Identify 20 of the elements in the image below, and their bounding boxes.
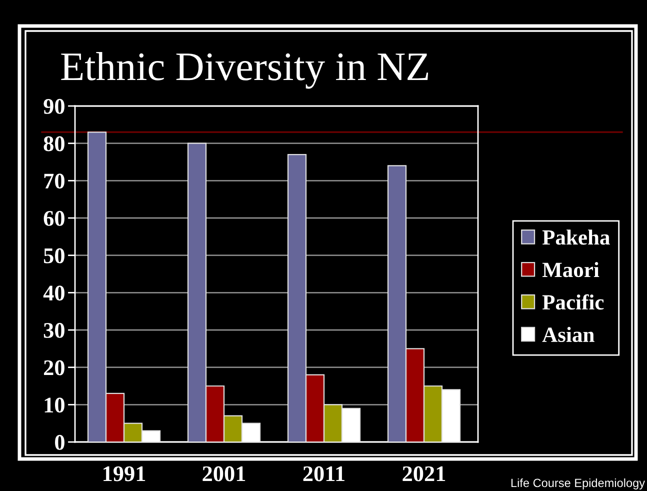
legend-label: Maori xyxy=(542,262,600,278)
chart-title: Ethnic Diversity in NZ xyxy=(61,52,428,89)
y-tick-label: 30 xyxy=(44,322,64,338)
y-tick-label: 90 xyxy=(44,98,64,114)
y-tick-label: 10 xyxy=(44,398,64,413)
y-tick-label: 50 xyxy=(44,248,64,264)
y-tick-label: 60 xyxy=(44,210,64,226)
text: Life Course Epidemiology xyxy=(511,478,645,490)
y-tick-label: 80 xyxy=(44,136,64,152)
legend-label: Asian xyxy=(542,326,594,342)
x-tick-label: 2011 xyxy=(303,466,344,482)
legend-label: Pacific xyxy=(542,294,604,310)
legend-label: Pakeha xyxy=(542,230,610,245)
x-tick-label: 2021 xyxy=(402,466,446,482)
y-tick-label: 20 xyxy=(44,360,64,376)
y-tick-label: 40 xyxy=(43,286,64,301)
x-tick-label: 2001 xyxy=(202,466,246,482)
y-tick-label: 0 xyxy=(55,434,64,450)
y-tick-label: 70 xyxy=(44,174,64,189)
x-tick-label: 1991 xyxy=(104,466,146,482)
